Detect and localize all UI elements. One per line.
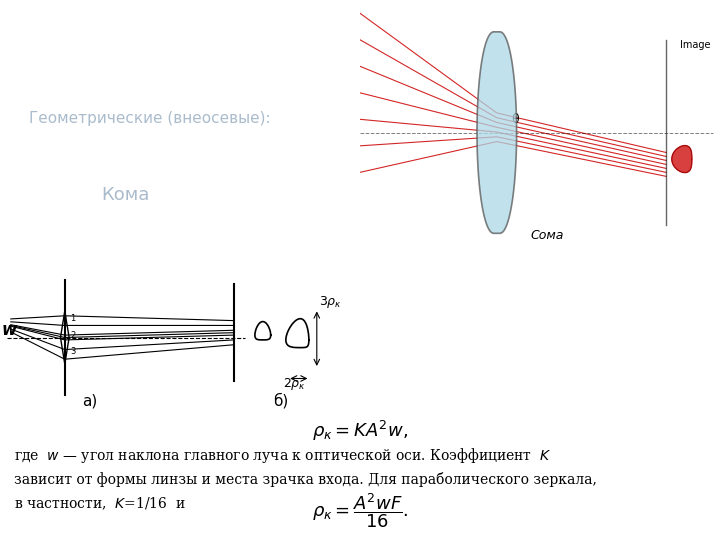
Text: $2\rho_\kappa$: $2\rho_\kappa$ — [282, 376, 305, 392]
Text: $\rho_\kappa = KA^2w,$: $\rho_\kappa = KA^2w,$ — [312, 419, 408, 443]
Text: Кома: Кома — [101, 186, 149, 204]
Text: б): б) — [273, 393, 289, 408]
Text: 2: 2 — [71, 330, 76, 340]
Text: 3: 3 — [71, 347, 76, 356]
Polygon shape — [672, 146, 692, 173]
Text: w: w — [1, 321, 17, 339]
Text: Аберрации телескопов: Аберрации телескопов — [12, 26, 348, 55]
Text: Image: Image — [680, 40, 710, 50]
Text: θ: θ — [511, 113, 519, 126]
Text: линзы или зеркала:: линзы или зеркала: — [389, 362, 549, 377]
Text: где  $w$ — угол наклона главного луча к оптической оси. Коэффициент  $K$
зависит: где $w$ — угол наклона главного луча к о… — [14, 446, 598, 511]
Polygon shape — [477, 32, 516, 233]
Text: а): а) — [82, 393, 98, 408]
Text: Сома: Сома — [531, 228, 564, 241]
Text: 1: 1 — [71, 314, 76, 322]
Text: Геометрические (внеосевые):: Геометрические (внеосевые): — [29, 111, 271, 126]
Text: Для одиночной тонкой: Для одиночной тонкой — [389, 327, 574, 342]
Text: $3\rho_\kappa$: $3\rho_\kappa$ — [318, 294, 341, 310]
Text: $\rho_\kappa = \dfrac{A^2wF}{16}.$: $\rho_\kappa = \dfrac{A^2wF}{16}.$ — [312, 491, 408, 530]
